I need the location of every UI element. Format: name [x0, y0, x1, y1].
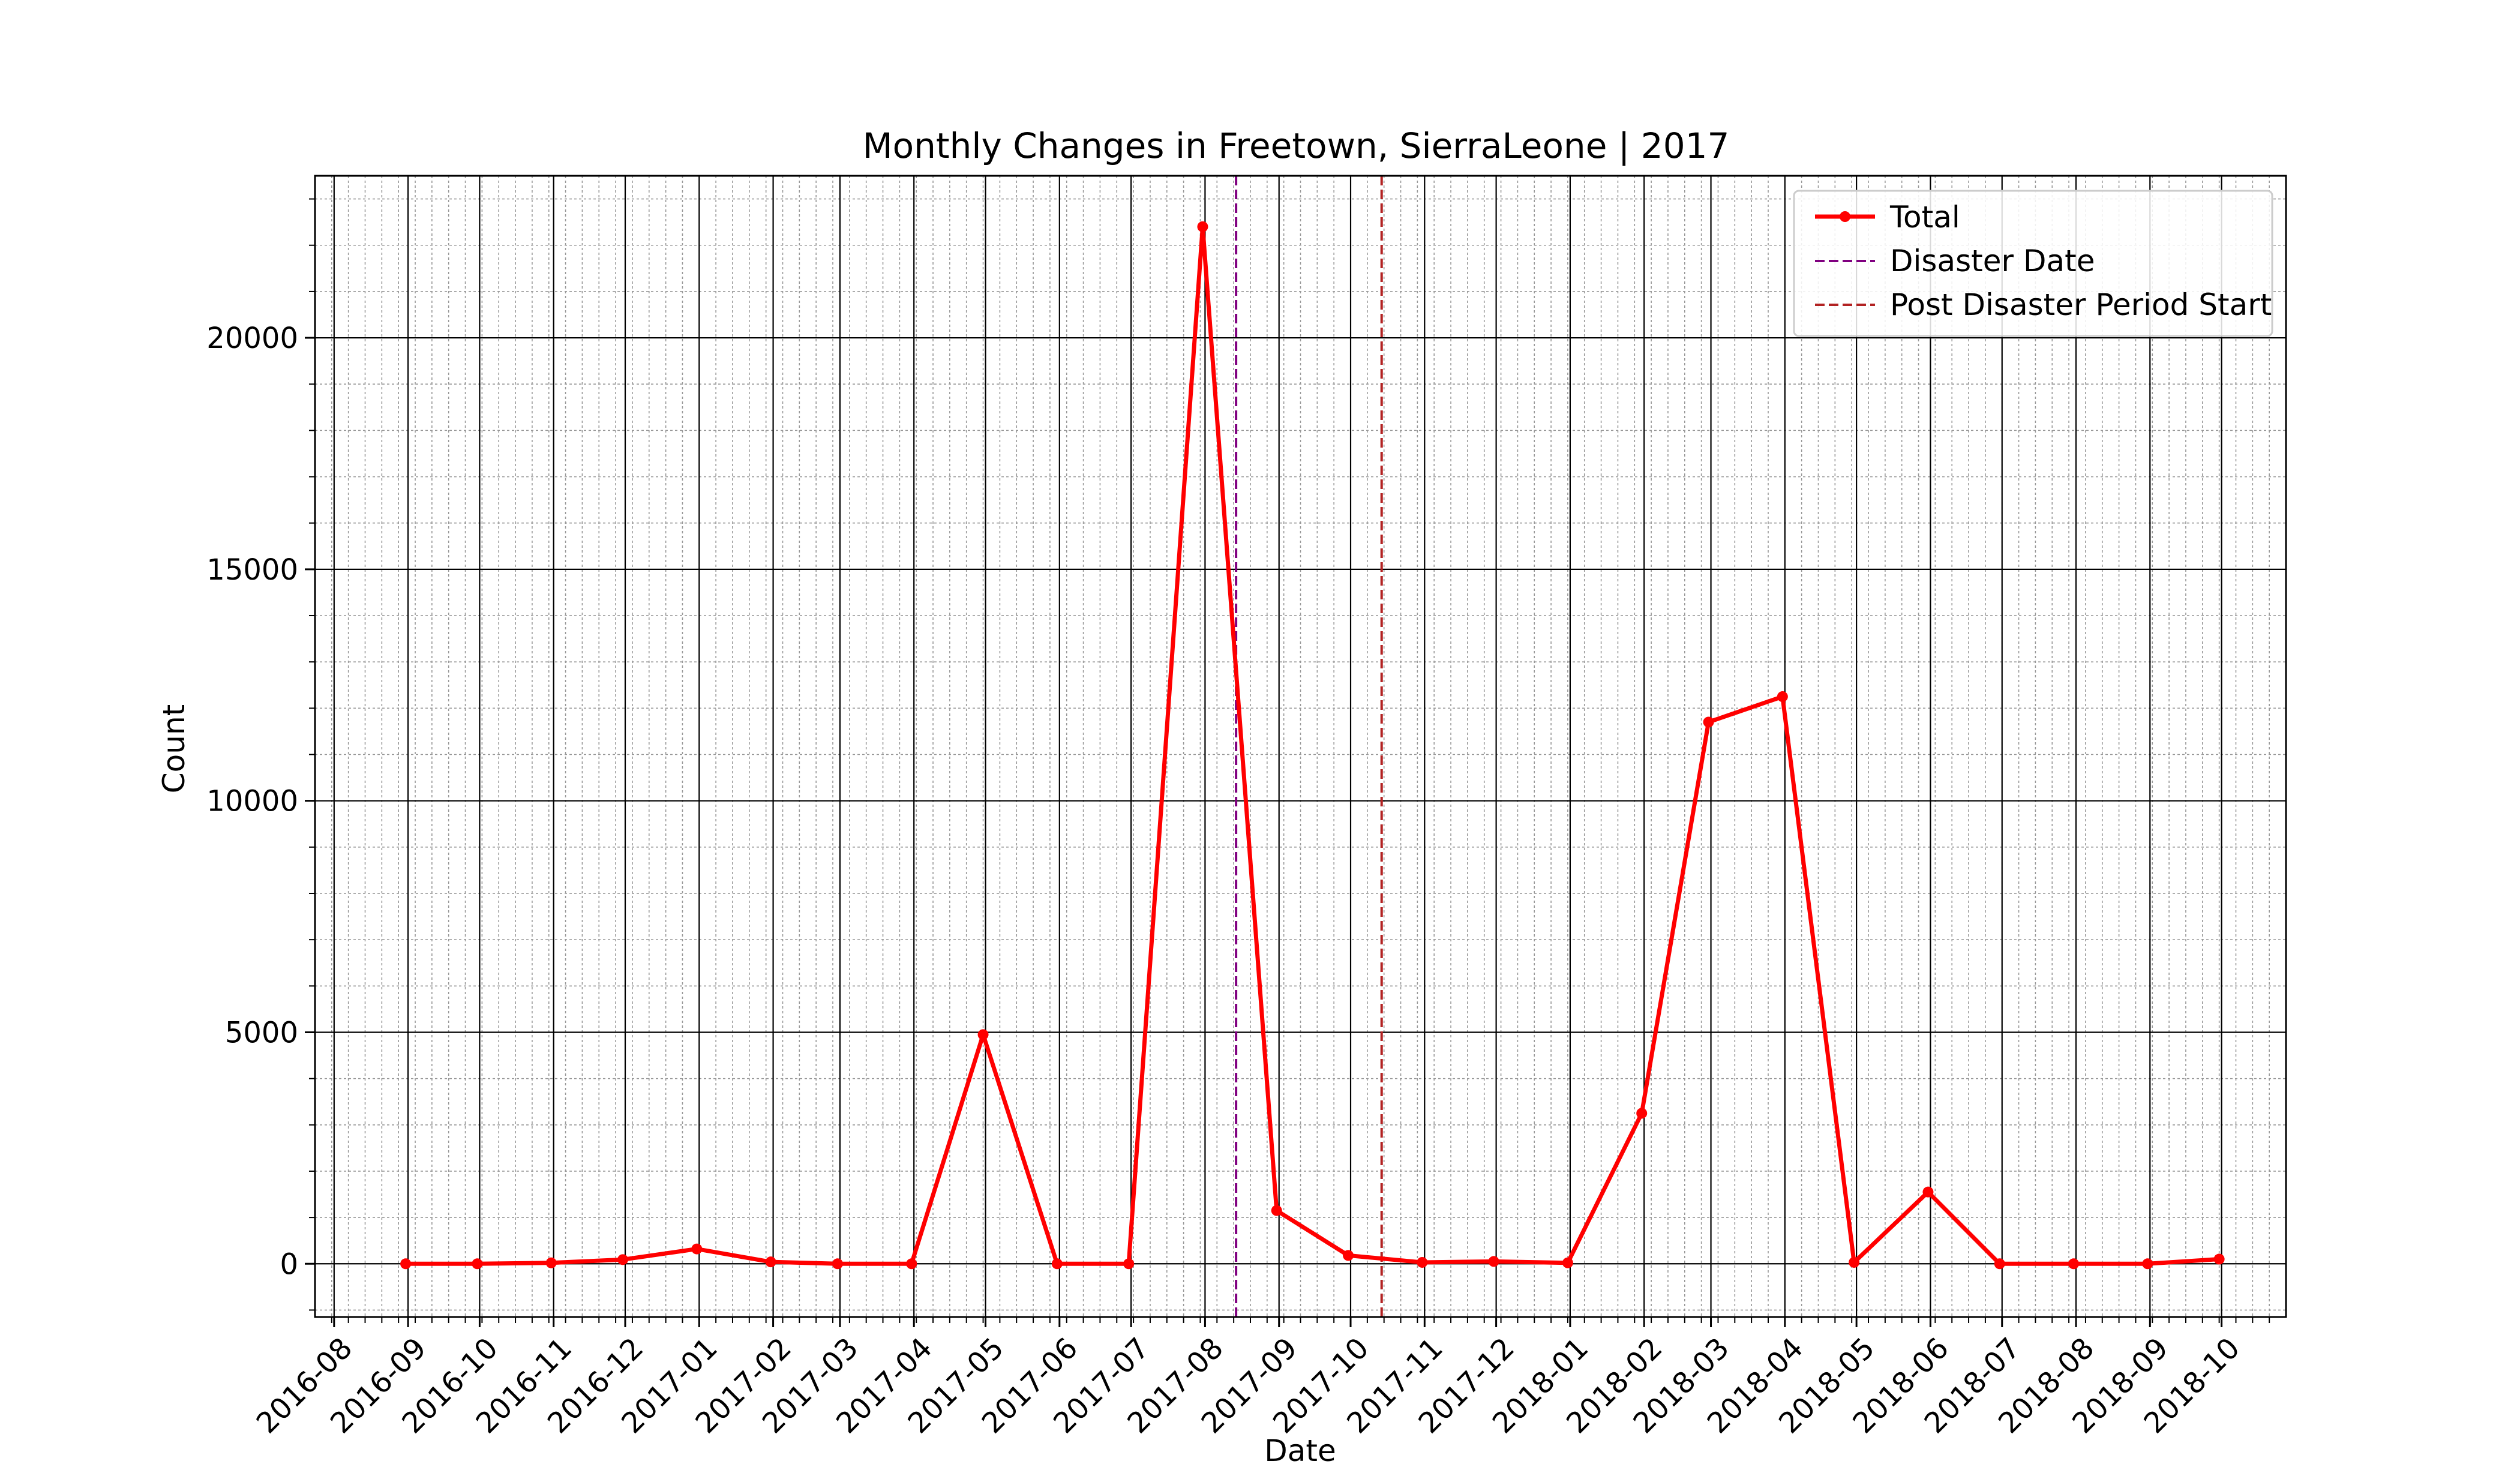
- data-point: [472, 1258, 483, 1270]
- data-point: [2068, 1258, 2080, 1270]
- data-point: [832, 1258, 843, 1270]
- legend: Total Disaster Date Post Disaster Period…: [1793, 190, 2273, 337]
- minor-grid: [315, 176, 2286, 1317]
- data-point: [1197, 221, 1208, 232]
- y-tick-label: 5000: [225, 1016, 298, 1049]
- chart-title: Monthly Changes in Freetown, SierraLeone…: [863, 125, 1730, 166]
- data-point: [1562, 1257, 1573, 1268]
- data-point: [1922, 1186, 1934, 1198]
- data-point: [1777, 691, 1788, 703]
- data-point: [2213, 1253, 2225, 1265]
- data-point: [765, 1256, 776, 1268]
- y-tick-label: 20000: [206, 322, 298, 355]
- data-point: [617, 1254, 629, 1265]
- data-point: [1051, 1258, 1063, 1270]
- x-axis-label: Date: [1264, 1433, 1336, 1468]
- legend-label-disaster-date: Disaster Date: [1890, 244, 2095, 278]
- axis-ticks: 2016-082016-092016-102016-112016-122017-…: [206, 198, 2270, 1440]
- legend-label-total: Total: [1889, 200, 1960, 235]
- legend-marker-total: [1840, 211, 1850, 222]
- event-lines: [1235, 176, 1383, 1317]
- data-point: [1488, 1256, 1499, 1267]
- data-point: [1994, 1258, 2005, 1270]
- data-point: [2142, 1258, 2153, 1270]
- data-point: [545, 1257, 557, 1268]
- y-axis-label: Count: [157, 704, 191, 794]
- data-point: [1123, 1258, 1135, 1270]
- data-point: [906, 1258, 917, 1270]
- y-tick-label: 15000: [206, 553, 298, 587]
- legend-label-post-disaster: Post Disaster Period Start: [1890, 287, 2272, 322]
- data-point: [1271, 1205, 1282, 1216]
- data-point: [1849, 1256, 1860, 1268]
- y-tick-label: 0: [280, 1247, 298, 1281]
- y-tick-label: 10000: [206, 785, 298, 818]
- data-point: [1636, 1108, 1648, 1119]
- plot-frame: [314, 175, 2287, 1318]
- major-grid: [315, 176, 2286, 1317]
- data-point: [691, 1243, 703, 1255]
- data-point: [1703, 716, 1714, 728]
- series-total: [400, 221, 2225, 1270]
- data-point: [400, 1258, 412, 1270]
- data-point: [977, 1029, 989, 1040]
- legend-frame: [1793, 190, 2273, 337]
- series-line-total: [406, 224, 2219, 1266]
- data-point: [1417, 1256, 1428, 1268]
- data-point: [1343, 1250, 1354, 1261]
